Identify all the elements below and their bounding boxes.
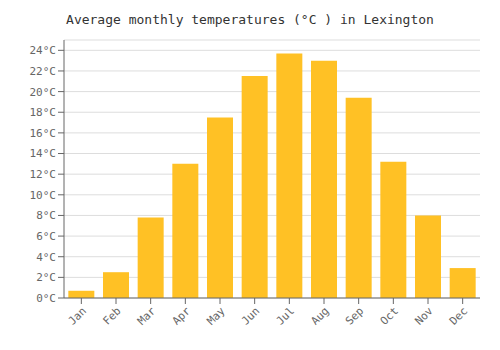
html-text:Average monthly temperatures (: Average monthly temperatures (°C ) in Le… bbox=[66, 12, 434, 27]
svg-text:6°C: 6°C bbox=[36, 230, 56, 243]
svg-text:Jun: Jun bbox=[239, 304, 262, 327]
svg-text:Jan: Jan bbox=[66, 304, 89, 327]
svg-text:2°C: 2°C bbox=[36, 271, 56, 284]
svg-text:Feb: Feb bbox=[100, 304, 123, 327]
svg-text:16°C: 16°C bbox=[30, 127, 57, 140]
svg-text:8°C: 8°C bbox=[36, 209, 56, 222]
svg-text:Apr: Apr bbox=[170, 304, 194, 328]
svg-text:Oct: Oct bbox=[378, 304, 401, 327]
svg-text:12°C: 12°C bbox=[30, 168, 57, 181]
svg-text:Mar: Mar bbox=[135, 304, 159, 328]
svg-text:Jul: Jul bbox=[274, 304, 297, 327]
svg-text:Dec: Dec bbox=[447, 304, 470, 327]
svg-text:18°C: 18°C bbox=[30, 106, 57, 119]
svg-text:Nov: Nov bbox=[412, 304, 436, 328]
svg-text:14°C: 14°C bbox=[30, 147, 57, 160]
svg-text:Aug: Aug bbox=[308, 304, 331, 327]
svg-text:Sep: Sep bbox=[343, 304, 366, 327]
svg-text:0°C: 0°C bbox=[36, 292, 56, 305]
svg-text:24°C: 24°C bbox=[30, 44, 57, 57]
svg-text:10°C: 10°C bbox=[30, 189, 57, 202]
svg-text:4°C: 4°C bbox=[36, 251, 56, 264]
svg-text:May: May bbox=[204, 304, 228, 328]
svg-text:22°C: 22°C bbox=[30, 65, 57, 78]
svg-text:20°C: 20°C bbox=[30, 86, 57, 99]
